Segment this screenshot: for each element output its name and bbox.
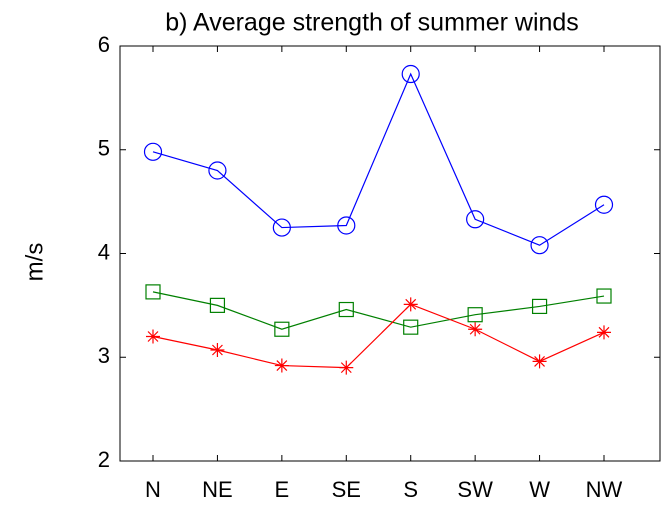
x-tick-label: SE <box>332 477 361 502</box>
series-line <box>152 72 605 246</box>
x-tick-label: NE <box>202 477 233 502</box>
chart-title: b) Average strength of summer winds <box>165 9 579 37</box>
marker <box>403 319 419 335</box>
marker <box>210 342 225 357</box>
marker <box>274 321 290 337</box>
marker <box>532 354 547 369</box>
marker <box>467 307 483 323</box>
x-tick-label: S <box>403 477 418 502</box>
plot-frame <box>119 45 661 462</box>
y-tick-label: 3 <box>98 343 110 368</box>
y-axis-label: m/s <box>21 243 48 282</box>
y-tick-label: 6 <box>98 32 110 57</box>
marker <box>274 358 289 373</box>
series-line <box>152 303 605 369</box>
marker <box>337 216 356 235</box>
marker <box>208 161 227 180</box>
marker <box>146 329 160 344</box>
marker <box>403 297 418 312</box>
marker <box>145 284 161 300</box>
x-tick-label: W <box>529 477 550 502</box>
y-tick-label: 2 <box>98 447 110 472</box>
marker <box>468 322 483 337</box>
series-line <box>152 291 605 330</box>
marker <box>209 297 226 313</box>
marker <box>596 288 612 304</box>
marker <box>597 325 611 340</box>
y-tick-label: 4 <box>98 239 110 264</box>
x-tick-label: E <box>275 477 290 502</box>
marker <box>530 236 549 255</box>
y-tick-label: 5 <box>98 136 110 161</box>
marker <box>272 218 291 237</box>
marker <box>594 195 614 214</box>
marker <box>143 142 163 161</box>
marker <box>466 210 485 229</box>
x-tick-label: N <box>145 477 161 502</box>
marker <box>531 298 548 315</box>
x-tick-label: SW <box>457 477 493 502</box>
marker <box>401 64 420 84</box>
x-tick-label: NW <box>586 477 623 502</box>
marker <box>338 301 354 318</box>
marker <box>339 360 354 375</box>
